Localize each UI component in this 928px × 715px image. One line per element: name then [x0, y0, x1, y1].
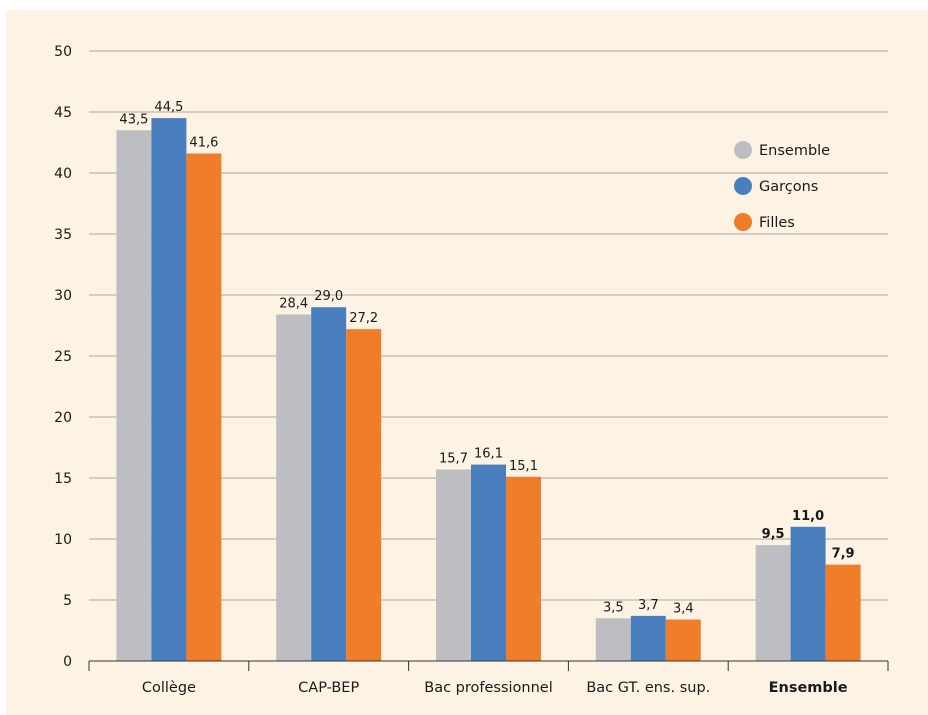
data-label: 41,6: [189, 135, 218, 150]
data-label: 15,1: [509, 459, 538, 474]
x-tick-label: Bac GT. ens. sup.: [586, 680, 710, 696]
bars: [116, 118, 861, 662]
data-label: 44,5: [154, 100, 183, 115]
legend-marker: [734, 213, 752, 231]
y-tick-label: 25: [54, 349, 72, 365]
bar: [186, 153, 222, 662]
x-tick-label: Bac professionnel: [424, 680, 553, 696]
y-tick-label: 40: [54, 166, 72, 182]
y-tick-label: 45: [54, 105, 72, 121]
y-tick-label: 0: [63, 654, 72, 670]
x-axis-categories: Collège CAP-BEP Bac professionnel Bac GT. e…: [142, 680, 848, 696]
legend-label: Ensemble: [759, 143, 830, 159]
x-tick-label: Ensemble: [769, 680, 848, 696]
y-tick-label: 5: [63, 593, 72, 609]
data-label: 27,2: [349, 311, 378, 326]
bar: [436, 469, 471, 661]
bar: [825, 564, 861, 661]
legend: Ensemble Garçons Filles: [734, 141, 830, 231]
bar: [630, 615, 666, 661]
data-labels: 43,5 44,5 41,6 28,4 29,0 27,2 15,7 16,1 15,1 3,5 3…: [119, 100, 854, 616]
x-tick-label: Collège: [142, 680, 196, 696]
y-tick-label: 20: [54, 410, 72, 426]
bar: [471, 464, 506, 661]
data-label: 3,5: [603, 600, 624, 615]
y-axis-ticks: 0 5 10 15 20 25 30 35 40 45 50: [54, 44, 72, 670]
x-tick-label: CAP-BEP: [298, 680, 359, 696]
data-label: 11,0: [792, 509, 824, 524]
bar: [595, 618, 631, 661]
data-label: 3,7: [638, 598, 659, 613]
bar: [506, 476, 541, 661]
data-label: 9,5: [762, 527, 785, 542]
legend-label: Garçons: [759, 179, 818, 195]
data-label: 28,4: [279, 297, 308, 312]
data-label: 29,0: [314, 289, 343, 304]
x-axis: [88, 660, 889, 671]
y-tick-label: 15: [54, 471, 72, 487]
legend-marker: [734, 177, 752, 195]
bar: [116, 130, 152, 662]
data-label: 16,1: [474, 447, 503, 462]
bar: [346, 329, 382, 661]
legend-marker: [734, 141, 752, 159]
bar: [665, 619, 701, 661]
data-label: 15,7: [439, 451, 468, 466]
legend-label: Filles: [759, 215, 795, 231]
bar: [151, 118, 187, 662]
bar: [311, 307, 347, 661]
y-tick-label: 10: [54, 532, 72, 548]
y-tick-label: 35: [54, 227, 72, 243]
data-label: 43,5: [119, 112, 148, 127]
bar: [755, 545, 791, 661]
data-label: 7,9: [832, 547, 855, 562]
data-label: 3,4: [673, 602, 694, 617]
y-tick-label: 30: [54, 288, 72, 304]
y-tick-label: 50: [54, 44, 72, 60]
bar: [790, 526, 826, 661]
bar: [276, 314, 312, 661]
